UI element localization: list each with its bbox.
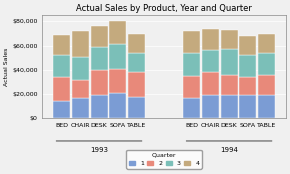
Bar (202, 29, 219, 50)
Bar (239, 36, 256, 55)
Bar (239, 55, 256, 77)
Bar (258, 95, 275, 118)
Bar (128, 34, 145, 53)
Bar (90, 95, 108, 118)
Bar (53, 101, 70, 118)
Bar (183, 98, 200, 118)
Bar (183, 31, 200, 53)
Y-axis label: Actual Sales: Actual Sales (4, 48, 9, 86)
Bar (258, 75, 275, 95)
Bar (53, 35, 70, 55)
Bar (109, 93, 126, 118)
Bar (258, 53, 275, 75)
Bar (128, 53, 145, 72)
Bar (202, 72, 219, 95)
Bar (72, 57, 89, 80)
Bar (221, 75, 238, 95)
Bar (128, 72, 145, 97)
Bar (72, 80, 89, 98)
Bar (202, 95, 219, 118)
Bar (90, 47, 108, 70)
Bar (258, 34, 275, 53)
Bar (128, 97, 145, 118)
Bar (183, 76, 200, 98)
Text: 1994: 1994 (220, 147, 238, 153)
Bar (72, 98, 89, 118)
Bar (109, 69, 126, 93)
Bar (53, 55, 70, 77)
Bar (72, 31, 89, 57)
Bar (239, 77, 256, 95)
Title: Actual Sales by Product, Year and Quarter: Actual Sales by Product, Year and Quarte… (76, 4, 252, 13)
Bar (109, 44, 126, 69)
Bar (221, 30, 238, 49)
Legend: 1, 2, 3, 4: 1, 2, 3, 4 (126, 150, 202, 169)
Text: 1993: 1993 (90, 147, 108, 153)
Bar (90, 70, 108, 95)
Bar (239, 95, 256, 118)
Bar (221, 49, 238, 75)
Bar (202, 50, 219, 72)
Bar (221, 95, 238, 118)
Bar (109, 21, 126, 44)
Bar (90, 26, 108, 47)
Bar (53, 77, 70, 101)
Bar (183, 53, 200, 76)
